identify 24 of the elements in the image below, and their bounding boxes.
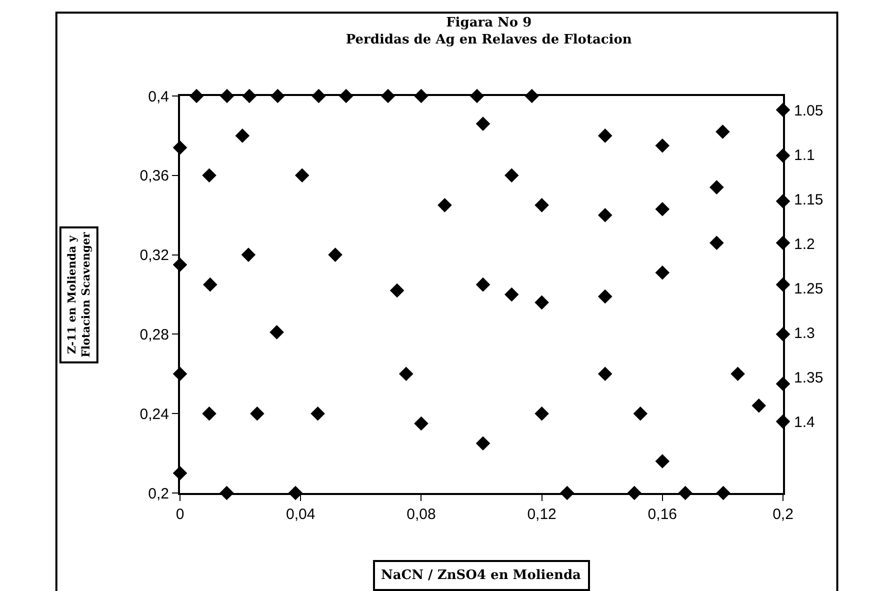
- x-tick-label: 0,08: [406, 506, 436, 523]
- y2-tick-label: 1.2: [794, 236, 815, 254]
- y2-tick-label: 1.35: [794, 370, 824, 387]
- chart-subtitle: Perdidas de Ag en Relaves de Flotacion: [346, 32, 632, 48]
- y2-tick-label: 1.1: [794, 147, 815, 164]
- x-axis-title: NaCN / ZnSO4 en Molienda: [381, 568, 582, 583]
- x-tick-label: 0,2: [772, 506, 794, 523]
- y-axis-title: Z-11 en Molienda y Flotacion Scavenger: [65, 232, 93, 358]
- x-tick-label: 0: [176, 506, 184, 523]
- chart-title: Figara No 9: [446, 16, 532, 31]
- x-tick-label: 0,12: [527, 506, 556, 523]
- y-tick-label: 0,32: [140, 247, 169, 264]
- y-tick-label: 0,4: [148, 88, 169, 106]
- y2-tick-label: 1.05: [794, 102, 824, 120]
- y2-tick-label: 1.4: [794, 414, 815, 432]
- y2-tick-label: 1.3: [794, 325, 815, 342]
- y2-tick-label: 1.15: [794, 192, 824, 209]
- x-tick-label: 0,16: [648, 506, 677, 523]
- y-tick-label: 0,36: [140, 168, 169, 185]
- y-tick-label: 0,2: [148, 485, 169, 502]
- y-tick-label: 0,28: [140, 326, 169, 344]
- y2-tick-label: 1.25: [794, 280, 824, 298]
- y-tick-label: 0,24: [140, 406, 169, 423]
- x-tick-label: 0,04: [286, 506, 316, 523]
